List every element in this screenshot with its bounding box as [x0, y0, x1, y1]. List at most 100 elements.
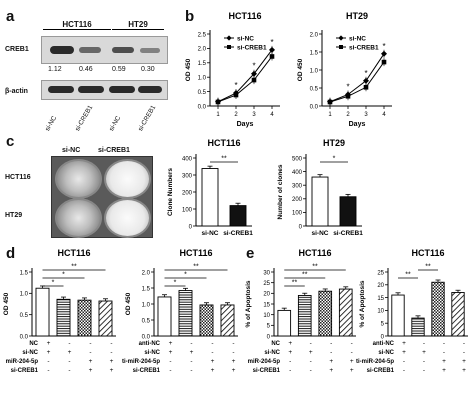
bar: [56, 298, 71, 337]
chart-growth-ht29: HT29 0.0 0.5 1.0 1.5 2.0 OD 450 1 2 3 4 Days si-NC si…: [297, 11, 392, 128]
treatment-row-label: si-CREB1: [133, 368, 161, 374]
blot-band: [112, 47, 134, 53]
y-tick-label: 0.0: [142, 334, 151, 340]
y-tick-label: 20: [263, 292, 270, 298]
chart-title: HT29: [346, 11, 368, 21]
x-tick-label: si-CREB1: [223, 230, 253, 237]
colony-dish: [55, 198, 102, 238]
chart-growth-hct116: HCT116 0.0 0.5 1.0 1.5 2.0 2.5 OD 450 1 2 3 4 Days si…: [185, 11, 280, 128]
chart-title: HCT116: [179, 248, 212, 258]
chart-apoptosis-anti-mir204: HCT116 0 5 10 15 20 25 % of Apoptosis ** ** anti-N…: [356, 248, 468, 374]
treatment-sign: -: [68, 367, 70, 374]
treatment-sign: +: [422, 349, 426, 356]
treatment-sign: -: [232, 340, 234, 347]
bar: [411, 317, 425, 337]
treatment-sign: -: [211, 349, 213, 356]
significance-label: *: [62, 272, 65, 279]
legend-label: si-CREB1: [237, 44, 267, 51]
y-tick-label: 200: [292, 197, 303, 203]
y-tick-label: 1.5: [142, 286, 151, 292]
treatment-row-label: si-NC: [264, 350, 280, 356]
bar: [277, 309, 292, 337]
y-tick-label: 0: [189, 224, 193, 230]
bar: [35, 287, 50, 337]
blot-band: [50, 46, 74, 54]
y-tick-label: 0: [299, 224, 303, 230]
y-tick-label: 30: [263, 270, 270, 276]
panel-label-b: b: [185, 8, 195, 25]
treatment-sign: -: [190, 340, 192, 347]
treatment-sign: -: [110, 349, 112, 356]
bar: [339, 196, 357, 227]
significance-label: **: [425, 264, 431, 271]
treatment-sign: -: [169, 367, 171, 374]
treatment-sign: +: [462, 367, 466, 374]
blot-band: [138, 86, 162, 93]
treatment-sign: +: [211, 367, 215, 374]
y-tick-label: 5: [267, 324, 271, 330]
chart-clones-ht29: HT29 0 100 200 300 400 500 Number of clones * si-…: [277, 138, 363, 237]
blot-band: [48, 86, 74, 93]
colony-col-label: si-CREB1: [98, 147, 130, 154]
treatment-sign: -: [310, 358, 312, 365]
treatment-sign: +: [329, 358, 333, 365]
significance-label: *: [270, 38, 273, 47]
significance-label: *: [382, 42, 385, 51]
y-tick-label: 1.0: [310, 68, 319, 74]
y-tick-label: 1.0: [198, 76, 207, 82]
y-tick-label: 100: [292, 211, 303, 217]
y-axis-label: Number of clones: [277, 164, 284, 219]
treatment-sign: -: [351, 349, 353, 356]
y-tick-label: 0: [267, 334, 271, 340]
chart-title: HCT116: [228, 11, 261, 21]
series-line: [217, 49, 273, 103]
y-tick-label: 1.0: [20, 292, 29, 298]
bar: [98, 300, 113, 337]
treatment-sign: +: [211, 358, 215, 365]
x-tick-label: 1: [216, 112, 220, 118]
x-tick-label: si-NC: [202, 230, 219, 237]
treatment-row-label: miR-204-5p: [248, 359, 281, 365]
y-tick-label: 300: [182, 173, 193, 179]
significance-label: **: [405, 272, 411, 279]
treatment-row-label: si-NC: [378, 350, 394, 356]
significance-label: **: [193, 264, 199, 271]
treatment-sign: -: [403, 358, 405, 365]
x-tick-label: 1: [328, 112, 332, 118]
panel-label-c: c: [6, 133, 15, 150]
chart-title: HCT116: [411, 248, 444, 258]
x-tick-label: 3: [252, 112, 256, 118]
bar: [178, 290, 193, 337]
legend-marker: [338, 35, 344, 41]
y-tick-label: 25: [377, 270, 384, 276]
y-tick-label: 300: [292, 184, 303, 190]
treatment-sign: +: [309, 349, 313, 356]
y-tick-label: 25: [263, 281, 270, 287]
treatment-sign: +: [47, 340, 51, 347]
y-tick-label: 0.5: [142, 318, 151, 324]
treatment-sign: +: [169, 340, 173, 347]
y-axis-label: OD 450: [125, 292, 132, 315]
significance-label: *: [52, 280, 55, 287]
y-tick-label: 400: [182, 156, 193, 162]
y-tick-label: 0.0: [198, 104, 207, 110]
treatment-sign: -: [463, 340, 465, 347]
bar: [338, 288, 353, 337]
treatment-row-label: si-CREB1: [367, 368, 395, 374]
treatment-sign: -: [289, 367, 291, 374]
treatment-sign: -: [89, 349, 91, 356]
treatment-sign: -: [169, 358, 171, 365]
blot-ratio: 0.46: [79, 66, 93, 73]
significance-label: **: [71, 264, 77, 271]
treatment-sign: -: [232, 349, 234, 356]
treatment-sign: -: [351, 340, 353, 347]
blot-band: [78, 86, 104, 93]
treatment-row-label: anti-NC: [373, 341, 395, 347]
y-axis-label: % of Apoptosis: [245, 280, 252, 327]
treatment-sign: -: [190, 358, 192, 365]
panel-label-d: d: [6, 245, 16, 262]
significance-label: **: [312, 264, 318, 271]
y-tick-label: 100: [182, 207, 193, 213]
